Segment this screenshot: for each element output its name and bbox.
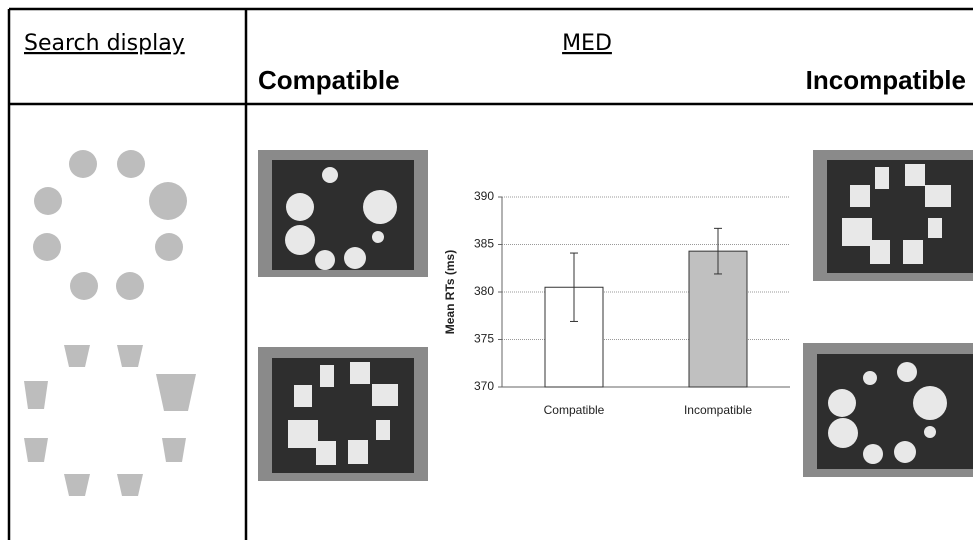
x-tick-label: Incompatible bbox=[684, 403, 752, 417]
y-axis-label: Mean RTs (ms) bbox=[443, 250, 457, 334]
photo bbox=[813, 150, 973, 281]
photo bbox=[258, 150, 428, 277]
x-tick-label: Compatible bbox=[544, 403, 605, 417]
photo bbox=[258, 347, 428, 481]
chart: 370 375 380 385 390 Compatible Incompatible bbox=[474, 189, 790, 417]
y-tick-label: 370 bbox=[474, 379, 494, 393]
column-header: Search display bbox=[24, 31, 185, 56]
y-tick-label: 390 bbox=[474, 189, 494, 203]
compatible-header: Compatible bbox=[258, 65, 400, 95]
y-tick-label: 375 bbox=[474, 332, 494, 346]
y-tick-label: 385 bbox=[474, 237, 494, 251]
condition-header: MED bbox=[562, 31, 612, 56]
y-tick-label: 380 bbox=[474, 284, 494, 298]
figure: Search display MED Compatible Incompatib… bbox=[0, 0, 973, 540]
photo bbox=[803, 343, 973, 477]
search-display bbox=[24, 150, 196, 496]
incompatible-header: Incompatible bbox=[806, 65, 966, 95]
